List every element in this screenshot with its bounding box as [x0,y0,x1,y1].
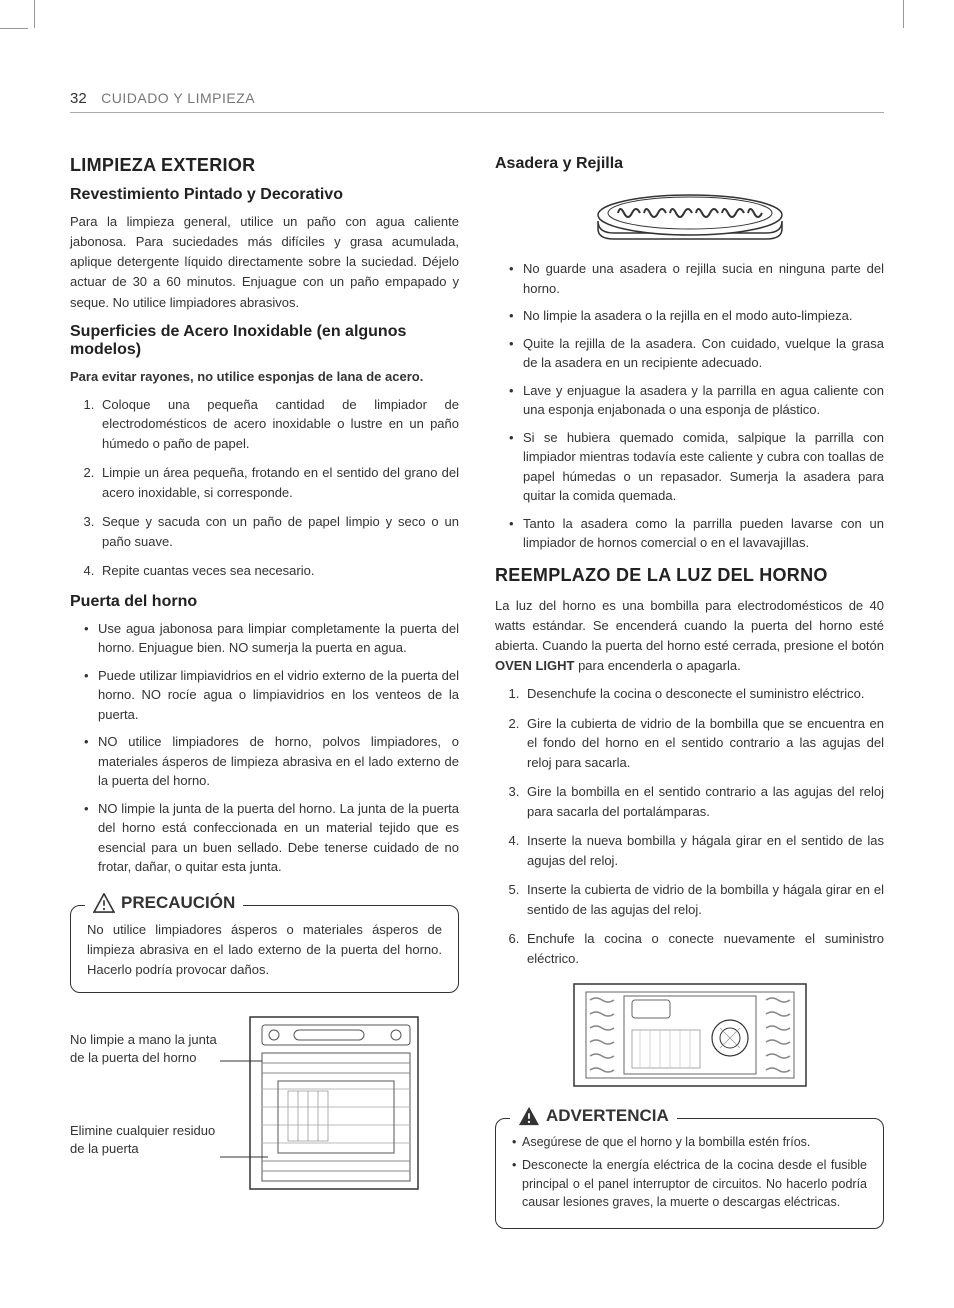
list-item: No limpie la asadera o la rejilla en el … [509,306,884,326]
warning-title: ADVERTENCIA [510,1106,677,1126]
list-item: Coloque una pequeña cantidad de limpiado… [98,395,459,454]
oven-light-label: OVEN LIGHT [495,658,574,673]
diagram-labels: No limpie a mano la junta de la puerta d… [70,1011,220,1158]
oven-light-illustration [570,980,810,1090]
broiler-pan-illustration [590,181,790,243]
list-item: Puede utilizar limpiavidrios en el vidri… [84,666,459,725]
text-span: La luz del horno es una bombilla para el… [495,598,884,653]
list-item: Inserte la nueva bombilla y hágala girar… [523,831,884,870]
door-bullets: Use agua jabonosa para limpiar completam… [70,619,459,877]
diagram-label-1: No limpie a mano la junta de la puerta d… [70,1031,220,1067]
list-item: Asegúrese de que el horno y la bombilla … [512,1133,867,1152]
list-item: Lave y enjuague la asadera y la parrilla… [509,381,884,420]
two-column-layout: LIMPIEZA EXTERIOR Revestimiento Pintado … [70,155,884,1229]
heading-revestimiento: Revestimiento Pintado y Decorativo [70,186,459,204]
caution-title: PRECAUCIÓN [85,893,243,913]
list-item: Tanto la asadera como la parrilla pueden… [509,514,884,553]
heading-reemplazo-luz: REEMPLAZO DE LA LUZ DEL HORNO [495,565,884,586]
warning-bullets: Asegúrese de que el horno y la bombilla … [512,1133,867,1212]
list-item: Desenchufe la cocina o desconecte el sum… [523,684,884,704]
asadera-bullets: No guarde una asadera o rejilla sucia en… [495,259,884,553]
section-title: CUIDADO Y LIMPIEZA [101,90,255,106]
diagram-label-2: Elimine cualquier residuo de la puerta [70,1122,220,1158]
oven-door-diagram [220,1011,459,1196]
warning-callout: ADVERTENCIA Asegúrese de que el horno y … [495,1118,884,1229]
manual-page: 32 CUIDADO Y LIMPIEZA LIMPIEZA EXTERIOR … [0,0,954,1289]
list-item: Desconecte la energía eléctrica de la co… [512,1156,867,1212]
heading-puerta-horno: Puerta del horno [70,593,459,611]
page-header: 32 CUIDADO Y LIMPIEZA [70,90,884,113]
crop-mark [903,0,904,28]
right-column: Asadera y Rejilla No guarde una asadera … [495,155,884,1229]
list-item: Inserte la cubierta de vidrio de la bomb… [523,880,884,919]
list-item: Quite la rejilla de la asadera. Con cuid… [509,334,884,373]
heading-limpieza-exterior: LIMPIEZA EXTERIOR [70,155,459,176]
text-span: para encenderla o apagarla. [574,658,740,673]
caution-callout: PRECAUCIÓN No utilice limpiadores áspero… [70,905,459,993]
left-column: LIMPIEZA EXTERIOR Revestimiento Pintado … [70,155,459,1229]
list-item: Use agua jabonosa para limpiar completam… [84,619,459,658]
list-item: Seque y sacuda con un paño de papel limp… [98,512,459,551]
oven-door-illustration [220,1011,420,1191]
crop-mark [0,28,28,29]
crop-mark [34,0,35,28]
list-item: No guarde una asadera o rejilla sucia en… [509,259,884,298]
heading-acero-inoxidable: Superficies de Acero Inoxidable (en algu… [70,323,459,359]
heading-asadera: Asadera y Rejilla [495,155,884,173]
paragraph: Para la limpieza general, utilice un pañ… [70,212,459,313]
list-item: Repite cuantas veces sea necesario. [98,561,459,581]
caution-text: No utilice limpiadores ásperos o materia… [87,920,442,980]
list-item: Gire la bombilla en el sentido contrario… [523,782,884,821]
list-item: NO utilice limpiadores de horno, polvos … [84,732,459,791]
list-item: Limpie un área pequeña, frotando en el s… [98,463,459,502]
light-intro-paragraph: La luz del horno es una bombilla para el… [495,596,884,677]
steel-steps: Coloque una pequeña cantidad de limpiado… [70,395,459,581]
list-item: NO limpie la junta de la puerta del horn… [84,799,459,877]
warning-bold: Para evitar rayones, no utilice esponjas… [70,367,459,387]
door-diagram-row: No limpie a mano la junta de la puerta d… [70,1011,459,1196]
caution-label: PRECAUCIÓN [121,893,235,913]
page-number: 32 [70,90,87,107]
warning-triangle-icon [93,893,115,913]
light-steps: Desenchufe la cocina o desconecte el sum… [495,684,884,968]
list-item: Si se hubiera quemado comida, salpique l… [509,428,884,506]
list-item: Gire la cubierta de vidrio de la bombill… [523,714,884,773]
warning-label: ADVERTENCIA [546,1106,669,1126]
warning-triangle-filled-icon [518,1106,540,1126]
list-item: Enchufe la cocina o conecte nuevamente e… [523,929,884,968]
